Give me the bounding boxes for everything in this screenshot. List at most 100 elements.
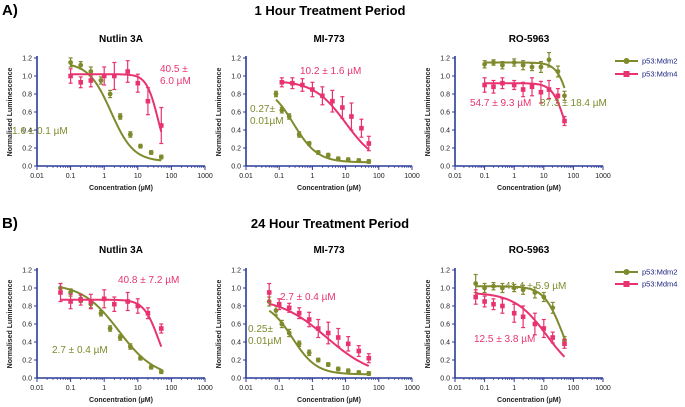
data-point-mdm2	[325, 362, 331, 367]
data-point-mdm4	[296, 310, 302, 316]
x-tick-label: 100	[568, 385, 580, 392]
data-point-mdm4	[68, 299, 73, 304]
x-tick-label: 0.01	[239, 173, 253, 180]
x-tick-label: 1	[102, 385, 106, 392]
data-point-mdm2	[500, 285, 505, 291]
chart-title-a3: RO-5963	[509, 34, 550, 45]
x-tick-label: 0.01	[448, 385, 462, 392]
data-point-mdm4	[511, 310, 517, 316]
x-tick-label: 10	[134, 173, 142, 180]
x-tick-label: 1	[512, 385, 516, 392]
x-tick-label: 10	[540, 385, 548, 392]
data-point-mdm4	[555, 93, 561, 99]
data-point-mdm4	[135, 303, 141, 309]
data-point-mdm4	[473, 294, 478, 300]
data-point-mdm2	[158, 154, 164, 160]
data-point-mdm4	[101, 296, 107, 302]
data-point-mdm4	[325, 330, 331, 336]
data-point-mdm2	[286, 330, 292, 336]
data-point-mdm4	[125, 299, 130, 304]
fit-curve-mdm4	[475, 292, 566, 358]
data-point-mdm4	[340, 105, 345, 110]
y-axis-label: Normalised Luminescence	[425, 68, 432, 157]
data-point-mdm2	[325, 152, 331, 158]
data-point-mdm4	[356, 348, 362, 354]
data-point-mdm4	[58, 290, 63, 295]
y-tick-label: 0.2	[440, 145, 450, 152]
y-tick-label: 0.6	[440, 109, 450, 116]
data-point-mdm2	[335, 366, 341, 372]
data-point-mdm2	[345, 368, 351, 374]
chart-title-a2: MI-773	[313, 34, 345, 45]
x-tick-label: 0.01	[30, 173, 44, 180]
data-point-mdm2	[88, 69, 94, 74]
data-point-mdm2	[273, 91, 279, 97]
y-tick-label: 1.2	[231, 267, 241, 274]
ic50-annotation-mdm2: 0.01µM	[250, 116, 284, 127]
data-point-mdm4	[145, 98, 151, 104]
y-tick-label: 1.0	[231, 285, 241, 292]
data-point-mdm2	[138, 143, 143, 149]
ic50-annotation-mdm4: 10.2 ± 1.6 µM	[300, 66, 361, 77]
data-point-mdm4	[68, 73, 73, 79]
y-tick-label: 1.2	[231, 55, 241, 62]
x-tick-label: 0.1	[66, 385, 76, 392]
legend-a-mdm4-swatch-marker	[623, 71, 630, 77]
data-point-mdm4	[482, 82, 487, 88]
data-point-mdm2	[366, 159, 372, 164]
data-point-mdm4	[88, 78, 94, 83]
y-tick-label: 0.8	[231, 91, 241, 98]
data-point-mdm4	[546, 87, 552, 92]
data-point-mdm2	[127, 132, 133, 137]
data-point-mdm2	[335, 156, 341, 162]
y-tick-label: 0.2	[440, 357, 450, 364]
data-point-mdm4	[349, 114, 354, 119]
data-point-mdm2	[107, 91, 113, 97]
data-point-mdm4	[315, 326, 321, 331]
chart-panel-a2-mi-773: MI-773 0.01 0.1 1 10 100 1000 0.0 0.2 0.4 0.6 0.8 1.…	[216, 34, 420, 192]
y-tick-label: 0.2	[231, 145, 241, 152]
data-point-mdm4	[145, 310, 151, 316]
data-point-mdm2	[315, 150, 321, 155]
data-point-mdm4	[310, 87, 315, 92]
y-tick-label: 0.0	[22, 163, 32, 170]
data-point-mdm2	[366, 371, 372, 376]
data-point-mdm2	[279, 107, 285, 113]
data-point-mdm2	[315, 357, 321, 363]
data-point-mdm2	[306, 141, 312, 146]
y-axis-label: Normalised Luminescence	[216, 68, 223, 157]
data-point-mdm2	[482, 61, 487, 67]
section-a-letter: A)	[2, 2, 18, 19]
x-tick-label: 1	[310, 173, 314, 180]
y-axis-label: Normalised Luminescence	[7, 280, 14, 369]
fit-curve-mdm2	[475, 285, 566, 339]
y-tick-label: 0.4	[22, 127, 32, 134]
data-point-mdm2	[117, 335, 123, 340]
data-point-mdm2	[98, 78, 104, 83]
data-point-mdm2	[491, 60, 496, 65]
y-tick-label: 1.2	[440, 55, 450, 62]
y-tick-label: 0.8	[22, 91, 32, 98]
chart-title-b2: MI-773	[313, 245, 345, 256]
chart-panel-a1-nutlin-3a: Nutlin 3A 0.01 0.1 1 10 100 1000 0.0 0.2 0.4 0.6 0.…	[7, 34, 213, 192]
x-tick-label: 1000	[595, 173, 611, 180]
x-tick-label: 1	[310, 385, 314, 392]
data-point-mdm4	[88, 299, 94, 304]
data-point-mdm4	[112, 301, 117, 307]
ic50-annotation-mdm2: 0.25±	[248, 324, 273, 335]
chart-panel-b1-nutlin-3a: Nutlin 3A 0.01 0.1 1 10 100 1000 0.0 0.2 0.4 0.6 0.…	[7, 245, 213, 404]
y-tick-label: 0.2	[231, 357, 241, 364]
y-tick-label: 0.6	[440, 321, 450, 328]
data-point-mdm2	[511, 285, 517, 291]
fit-curve-mdm4	[281, 81, 370, 151]
data-point-mdm2	[279, 321, 285, 327]
y-tick-label: 0.4	[231, 127, 241, 134]
ic50-annotation-mdm2: 41.4 ± 5.9 µM	[505, 281, 566, 292]
data-point-mdm2	[107, 326, 113, 331]
data-point-mdm4	[550, 335, 556, 340]
data-point-mdm4	[491, 301, 496, 307]
data-point-mdm2	[273, 308, 279, 313]
legend-a: p53:Mdm2 p53:Mdm4	[615, 57, 677, 79]
data-point-mdm2	[356, 158, 362, 164]
y-tick-label: 0.2	[22, 357, 32, 364]
